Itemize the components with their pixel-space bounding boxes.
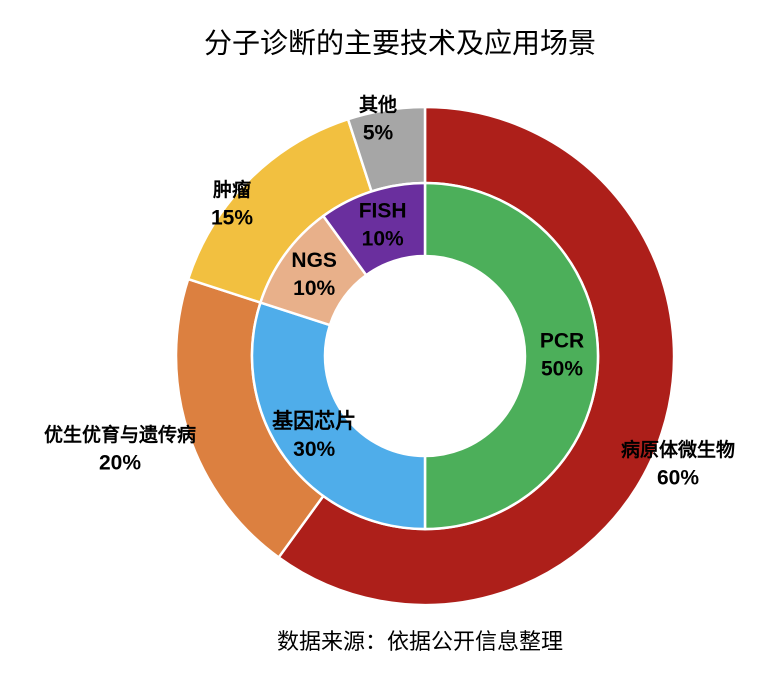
value-label: 20% <box>99 452 141 475</box>
segment-label: 病原体微生物 <box>621 438 735 461</box>
value-label: 10% <box>362 227 404 250</box>
source-note: 数据来源：依据公开信息整理 <box>277 630 563 655</box>
value-label: 50% <box>541 358 583 381</box>
segment-label: PCR <box>540 330 584 353</box>
donut-segment <box>321 181 427 277</box>
value-label: 60% <box>657 467 699 490</box>
value-label: 30% <box>293 438 335 461</box>
segment-label: 优生优育与遗传病 <box>44 423 196 446</box>
segment-label: 肿瘤 <box>213 178 251 201</box>
value-label: 15% <box>211 207 253 230</box>
value-label: 10% <box>293 277 335 300</box>
donut-segment <box>250 300 427 531</box>
segment-label: NGS <box>291 249 337 272</box>
chart-title: 分子诊断的主要技术及应用场景 <box>204 27 596 60</box>
segment-label: 其他 <box>359 93 397 116</box>
segment-label: 基因芯片 <box>272 410 356 433</box>
segment-label: FISH <box>359 199 407 222</box>
value-label: 5% <box>363 122 394 145</box>
donut-segment <box>423 181 600 531</box>
